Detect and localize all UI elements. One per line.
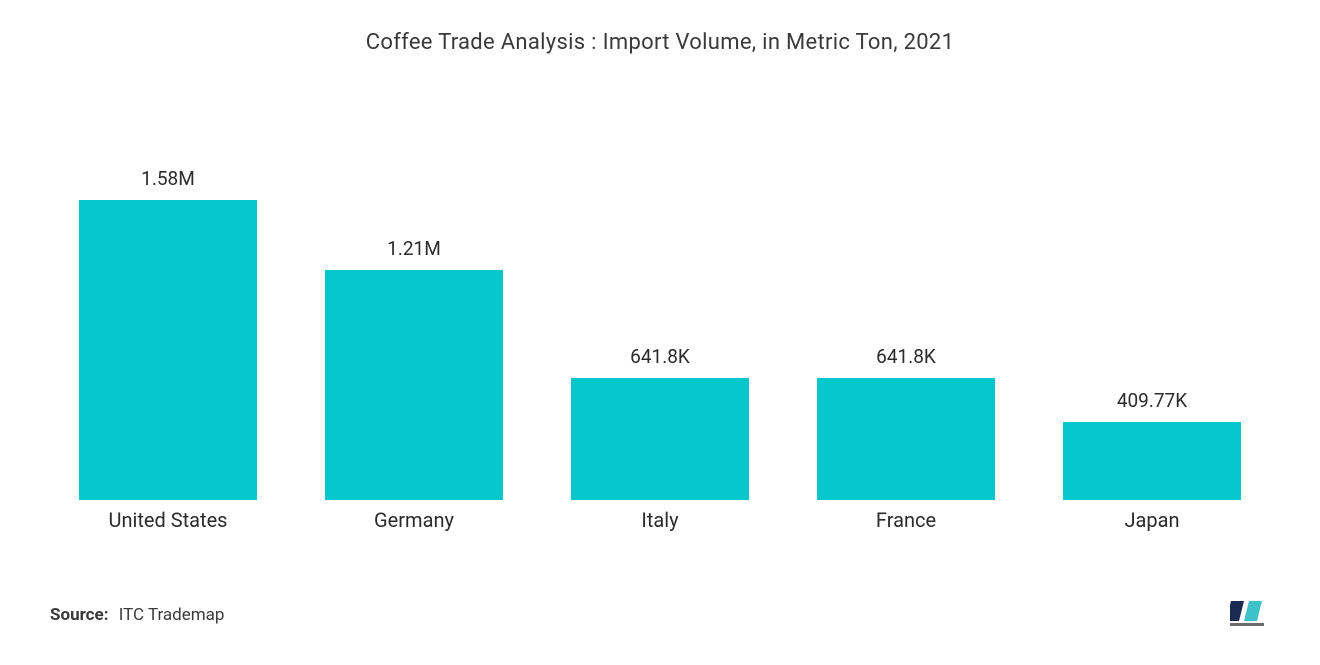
category-label: United States [60, 508, 276, 532]
bar-italy [571, 378, 748, 500]
category-label: France [798, 508, 1014, 532]
bar-germany [325, 270, 502, 500]
category-label: Germany [306, 508, 522, 532]
bars-row: 1.58M 1.21M 641.8K 641.8K 409.77K [50, 65, 1270, 500]
plot-area: 1.58M 1.21M 641.8K 641.8K 409.77K [50, 65, 1270, 500]
bar-united-states [79, 200, 256, 500]
source-label: Source: [50, 605, 108, 625]
bar-value-label: 641.8K [630, 345, 690, 368]
bar-group-united-states: 1.58M [60, 167, 276, 500]
bar-japan [1063, 422, 1240, 500]
bar-group-france: 641.8K [798, 345, 1014, 500]
bar-value-label: 1.21M [387, 237, 441, 260]
bar-value-label: 1.58M [141, 167, 195, 190]
source-citation: Source: ITC Trademap [50, 605, 224, 625]
bar-group-italy: 641.8K [552, 345, 768, 500]
bar-value-label: 409.77K [1117, 389, 1187, 412]
logo-underline-icon [1230, 623, 1264, 626]
logo-bar-left-icon [1230, 601, 1244, 621]
logo-bar-right-icon [1244, 601, 1262, 621]
category-label: Italy [552, 508, 768, 532]
source-value: ITC Trademap [119, 605, 225, 625]
bar-value-label: 641.8K [876, 345, 936, 368]
chart-title: Coffee Trade Analysis : Import Volume, i… [50, 30, 1270, 55]
category-axis: United States Germany Italy France Japan [50, 500, 1270, 532]
chart-container: Coffee Trade Analysis : Import Volume, i… [0, 0, 1320, 665]
category-label: Japan [1044, 508, 1260, 532]
brand-logo-icon [1230, 597, 1270, 625]
bar-group-germany: 1.21M [306, 237, 522, 500]
bar-group-japan: 409.77K [1044, 389, 1260, 500]
bar-france [817, 378, 994, 500]
chart-footer: Source: ITC Trademap [50, 597, 1270, 625]
